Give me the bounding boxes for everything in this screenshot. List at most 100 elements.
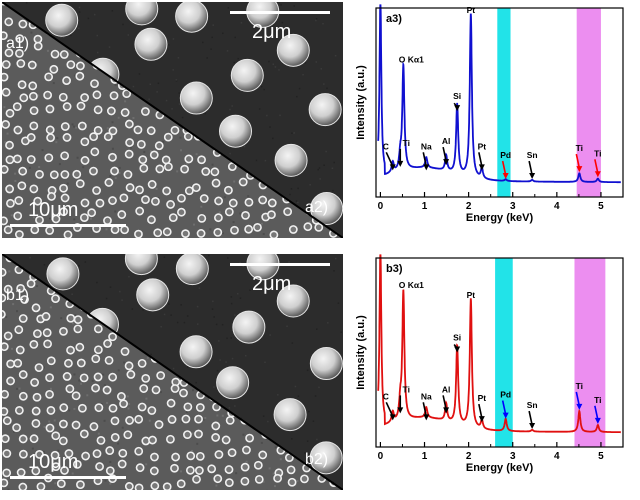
sem-particle (163, 132, 173, 142)
peak-arrowhead (502, 412, 509, 419)
sem-particle (117, 459, 127, 469)
sem-particle-large (175, 2, 209, 33)
peak-arrowhead (423, 414, 430, 421)
sem-particle (214, 196, 223, 206)
sem-particle (59, 50, 69, 59)
sem-particle (72, 169, 82, 179)
sem-particle (35, 170, 44, 179)
peak-arrow (575, 153, 581, 169)
sem-particle-large (134, 27, 168, 61)
sem-particle (18, 314, 28, 323)
sem-particle (134, 483, 144, 490)
sem-particle (46, 406, 56, 415)
sem-panel-b: b1) b2) 2μm 10μm (2, 254, 343, 490)
highlight-band-pd (497, 8, 511, 197)
sem-particle (162, 227, 172, 237)
sem-particle (123, 170, 133, 179)
sem-particle (18, 391, 28, 401)
sem-particle (166, 398, 176, 408)
sem-particle (49, 170, 59, 180)
sem-particle (62, 372, 72, 381)
y-axis-title: Intensity (a.u.) (355, 315, 367, 390)
sem-particle (137, 402, 147, 412)
sem-particle (12, 154, 22, 164)
sem-particle (166, 434, 175, 444)
peak-label: C (383, 141, 389, 151)
sem-particle (164, 162, 173, 172)
sem-particle (2, 478, 9, 488)
sem-particle (213, 227, 223, 237)
eds-chart-b-svg: 0 1 2 3 4 5 Energy (keV) Intensity (a.u.) b3) C Ti… (355, 254, 624, 474)
sem-particle (141, 195, 150, 205)
peak-arrowhead (529, 423, 536, 430)
sem-particle (80, 93, 90, 102)
sem-particle (124, 119, 134, 129)
sem-particle-large (179, 335, 213, 369)
sem-particle (14, 230, 24, 238)
sem-particle (183, 430, 192, 440)
sem-particle (151, 385, 161, 395)
sem-particle (29, 106, 39, 116)
sem-particle (75, 71, 85, 81)
sem-particle (314, 222, 324, 232)
sem-particle (18, 434, 28, 444)
sem-particle (36, 482, 46, 490)
sem-particle (122, 89, 132, 99)
x-tick-label: 4 (554, 201, 560, 212)
sem-particle (176, 479, 186, 489)
peak-arrow (501, 160, 507, 176)
sem-particle (117, 392, 126, 401)
sem-particle (110, 166, 119, 176)
sem-particle-large (175, 254, 209, 286)
x-tick-label: 0 (378, 201, 384, 212)
scalebar-low (10, 476, 126, 479)
sem-particle (124, 482, 134, 490)
peak-arrow (385, 152, 394, 167)
sem-particle (43, 90, 53, 100)
sem-particle (66, 313, 76, 323)
sem-particle (288, 225, 298, 234)
peak-arrow (594, 159, 599, 174)
sem-particle (194, 414, 203, 424)
sem-particle (89, 166, 98, 176)
sem-image-b: b1) b2) 2μm 10μm (2, 254, 343, 490)
sem-particle (244, 224, 254, 234)
peak-arrowhead (478, 416, 485, 423)
sem-particle (125, 183, 135, 192)
sem-particle (17, 80, 27, 90)
sem-particle (108, 126, 118, 136)
sem-particle (75, 342, 85, 352)
sem-particle (32, 392, 42, 402)
sem-particle (181, 414, 191, 424)
sem-particle (102, 385, 112, 395)
peak-label: Ti (576, 381, 583, 391)
sem-particle (45, 226, 55, 235)
sem-particle (29, 121, 39, 131)
sem-particle (170, 463, 179, 473)
sem-particle (2, 60, 11, 69)
sem-particle (170, 384, 180, 393)
peak-arrowhead (443, 407, 450, 414)
sem-particle (76, 358, 86, 368)
sem-particle (186, 451, 196, 461)
peak-arrow (478, 403, 483, 419)
y-axis-title: Intensity (a.u.) (355, 65, 367, 140)
peak-arrow (442, 395, 447, 410)
sem-particle (170, 125, 180, 135)
sem-particle (92, 90, 102, 100)
sem-particle (89, 422, 99, 431)
sem-particle (96, 435, 106, 445)
sem-particle (59, 403, 69, 413)
sem-particle-large (276, 284, 310, 318)
peak-arrowhead (576, 166, 583, 173)
sem-particle-large (309, 441, 343, 475)
sem-particle (103, 132, 113, 142)
sem-particle (15, 48, 24, 58)
sem-particle (104, 178, 114, 187)
sem-particle (30, 378, 40, 387)
sem-particle (93, 324, 103, 334)
sem-particle (244, 197, 254, 207)
sem-particle (269, 230, 279, 238)
sem-particle (33, 196, 43, 206)
chart-panel-label: b3) (386, 263, 403, 275)
